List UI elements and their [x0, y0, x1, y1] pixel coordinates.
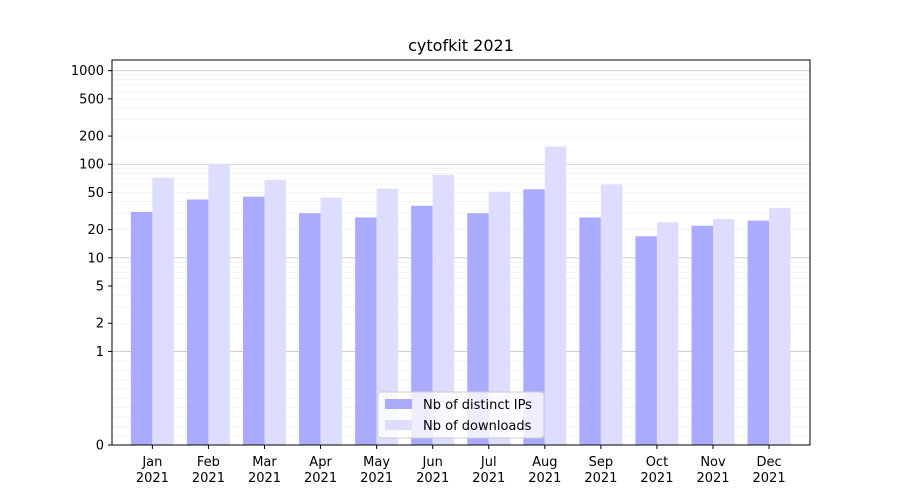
y-tick-label: 100 — [79, 158, 104, 173]
bar-distinct-ips-dec — [747, 220, 770, 445]
bar-downloads-feb — [208, 163, 230, 445]
x-tick-label-month: May — [363, 455, 390, 470]
bar-distinct-ips-oct — [635, 236, 657, 445]
bar-downloads-dec — [769, 208, 791, 445]
x-tick-label-year: 2021 — [753, 471, 786, 486]
bar-downloads-oct — [656, 222, 679, 445]
x-tick-label-year: 2021 — [472, 471, 505, 486]
x-tick-label-year: 2021 — [248, 471, 281, 486]
x-tick-label-month: Sep — [589, 455, 614, 470]
y-tick-label: 2 — [96, 317, 104, 332]
legend-box — [377, 391, 545, 439]
y-tick-label: 200 — [79, 130, 104, 145]
bar-distinct-ips-mar — [242, 196, 265, 445]
bar-distinct-ips-aug — [523, 189, 545, 445]
bar-downloads-jan — [152, 177, 174, 446]
bar-downloads-nov — [713, 218, 735, 445]
x-tick-label-year: 2021 — [192, 471, 225, 486]
bar-downloads-aug — [544, 146, 567, 446]
bar-downloads-may — [376, 188, 399, 445]
x-tick-label-year: 2021 — [696, 471, 729, 486]
x-tick-label-month: Oct — [646, 455, 668, 470]
x-tick-label-year: 2021 — [360, 471, 393, 486]
bar-downloads-jul — [488, 191, 511, 445]
x-axis: Jan2021Feb2021Mar2021Apr2021May2021Jun20… — [136, 445, 786, 486]
legend-swatch — [385, 420, 412, 430]
x-tick-label-year: 2021 — [416, 471, 449, 486]
bar-downloads-sep — [600, 184, 623, 445]
y-tick-label: 1 — [96, 345, 104, 360]
x-tick-label-month: Mar — [252, 455, 277, 470]
legend: Nb of distinct IPs Nb of downloads — [377, 391, 545, 439]
bar-downloads-jun — [432, 174, 455, 445]
bar-downloads-apr — [320, 197, 343, 445]
y-tick-label: 5 — [96, 280, 104, 295]
x-tick-label-year: 2021 — [136, 471, 169, 486]
bar-downloads-mar — [264, 179, 286, 445]
bar-distinct-ips-jan — [130, 211, 153, 445]
y-tick-label: 50 — [87, 186, 104, 201]
x-tick-label-month: Feb — [197, 455, 220, 470]
bar-distinct-ips-apr — [299, 213, 321, 445]
y-tick-label: 500 — [79, 92, 104, 107]
x-tick-label-year: 2021 — [528, 471, 561, 486]
y-tick-label: 10 — [87, 251, 104, 266]
y-tick-label: 0 — [96, 439, 104, 454]
legend-swatch — [385, 399, 412, 409]
x-tick-label-year: 2021 — [640, 471, 673, 486]
x-tick-label-year: 2021 — [584, 471, 617, 486]
y-tick-label: 1000 — [71, 64, 104, 79]
bar-distinct-ips-jul — [467, 213, 489, 445]
x-tick-label-month: Aug — [532, 455, 557, 470]
y-axis: 0 1 2 5 10 20 50 100 200 500 1000 — [71, 64, 112, 454]
x-tick-label-year: 2021 — [304, 471, 337, 486]
bar-distinct-ips-nov — [691, 225, 714, 445]
x-tick-label-month: Jan — [141, 455, 162, 470]
bars — [130, 146, 791, 446]
bar-distinct-ips-jun — [411, 205, 433, 445]
legend-label: Nb of downloads — [423, 419, 532, 434]
x-tick-label-month: Apr — [309, 455, 332, 470]
legend-label: Nb of distinct IPs — [423, 398, 532, 413]
chart-title: cytofkit 2021 — [408, 36, 514, 55]
bar-distinct-ips-feb — [186, 199, 209, 445]
y-tick-label: 20 — [87, 223, 104, 238]
plot-frame — [111, 59, 811, 446]
bar-distinct-ips-may — [355, 217, 377, 445]
x-tick-label-month: Jul — [480, 455, 497, 470]
x-tick-label-month: Dec — [756, 455, 781, 470]
bar-distinct-ips-sep — [579, 217, 601, 445]
x-tick-label-month: Jun — [422, 455, 443, 470]
x-tick-label-month: Nov — [700, 455, 726, 470]
